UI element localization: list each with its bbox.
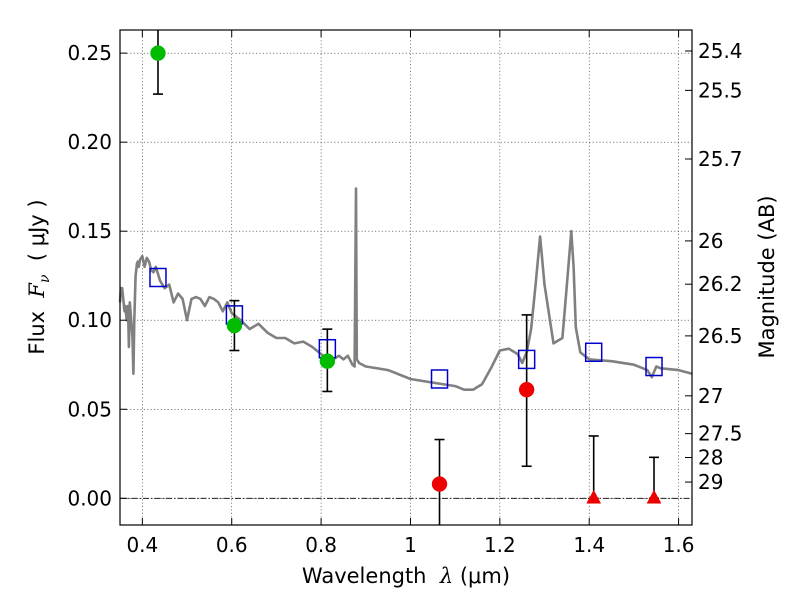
- magnitude-axis-label: Magnitude (AB): [755, 195, 779, 358]
- grid-lines: [120, 30, 692, 525]
- magnitude-tick-label: 25.5: [698, 78, 743, 102]
- y-tick-label: 0.15: [67, 219, 112, 243]
- markers-group: [149, 45, 663, 504]
- y-axis-label-symbol: F: [25, 282, 49, 299]
- axis-ticks-group: 0.4 0.6 0.8 1 1.2 1.4 1.6 0.00 0.05 0.10 0.15 0.20 0…: [67, 30, 743, 557]
- optical-detection-point: [319, 353, 336, 369]
- magnitude-tick-label: 25.7: [698, 147, 743, 171]
- y-axis-label: Flux Fν ( μJy ): [25, 199, 53, 354]
- model-photometry-square: [517, 349, 536, 370]
- magnitude-tick-label: 28: [698, 445, 723, 469]
- magnitude-tick-label: 25.4: [698, 39, 743, 63]
- y-tick-label: 0.25: [67, 41, 112, 65]
- optical-detection-point: [150, 45, 166, 61]
- model-spectrum-line: [118, 187, 693, 392]
- x-tick-label: 0.8: [305, 533, 337, 557]
- y-axis-label-subscript: ν: [37, 274, 53, 283]
- y-tick-label: 0.05: [67, 397, 112, 421]
- x-tick-label: 1.2: [484, 533, 516, 557]
- model-photometry-square: [645, 356, 663, 377]
- model-spectrum-group: [118, 187, 693, 392]
- optical-detection-point: [226, 317, 243, 334]
- model-photometry-square: [584, 342, 603, 363]
- magnitude-tick-label: 27.5: [698, 422, 743, 446]
- nir-detection-point: [518, 381, 535, 398]
- x-tick-label: 0.4: [126, 533, 158, 557]
- y-tick-label: 0.00: [67, 486, 112, 510]
- magnitude-tick-label: 26.5: [698, 324, 743, 348]
- magnitude-tick-label: 26.2: [698, 272, 743, 296]
- x-axis-label-unit: (μm): [453, 564, 510, 588]
- x-tick-label: 1.4: [573, 533, 605, 557]
- x-axis-label-symbol: λ: [439, 564, 453, 588]
- x-tick-label: 1: [404, 533, 417, 557]
- y-axis-label-prefix: Flux: [25, 298, 49, 355]
- upper-limit-triangle: [586, 489, 602, 504]
- magnitude-tick-label: 26: [698, 229, 723, 253]
- model-photometry-square: [149, 267, 167, 288]
- plot-frame: [119, 29, 693, 526]
- x-tick-label: 0.6: [216, 533, 248, 557]
- nir-detection-point: [431, 476, 448, 492]
- magnitude-tick-label: 29: [698, 470, 723, 494]
- x-axis-label-prefix: Wavelength: [302, 564, 440, 588]
- x-axis-label: Wavelength λ (μm): [302, 564, 510, 588]
- y-axis-label-unit: ( μJy ): [25, 199, 49, 274]
- x-tick-label: 1.6: [663, 533, 695, 557]
- upper-limit-triangle: [646, 489, 662, 504]
- y-tick-label: 0.10: [67, 308, 112, 332]
- y-tick-label: 0.20: [67, 130, 112, 154]
- model-photometry-square: [430, 369, 449, 389]
- magnitude-tick-label: 27: [698, 384, 723, 408]
